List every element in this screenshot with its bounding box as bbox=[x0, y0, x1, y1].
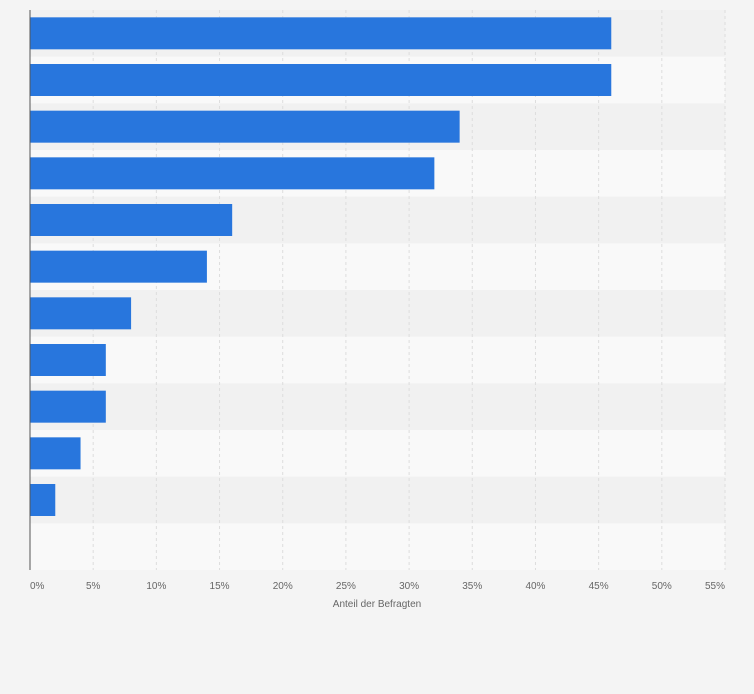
x-tick-label: 35% bbox=[462, 581, 482, 592]
row-band bbox=[30, 290, 725, 337]
bar bbox=[30, 64, 612, 96]
x-tick-label: 5% bbox=[86, 581, 101, 592]
x-axis-title: Anteil der Befragten bbox=[333, 599, 421, 610]
x-tick-label: 40% bbox=[525, 581, 545, 592]
x-tick-label: 30% bbox=[399, 581, 419, 592]
x-tick-label: 0% bbox=[30, 581, 45, 592]
bar bbox=[30, 204, 233, 236]
row-band bbox=[30, 476, 725, 524]
x-tick-label: 25% bbox=[336, 581, 356, 592]
bars bbox=[30, 17, 612, 516]
bar bbox=[30, 437, 81, 470]
x-tick-label: 55% bbox=[705, 581, 725, 592]
x-tick-label: 50% bbox=[652, 581, 672, 592]
x-tick-label: 20% bbox=[273, 581, 293, 592]
bar bbox=[30, 297, 132, 330]
x-tick-label: 10% bbox=[146, 581, 166, 592]
bar bbox=[30, 390, 106, 423]
bar bbox=[30, 157, 435, 190]
row-band bbox=[30, 383, 725, 430]
x-tick-labels: 0% 5% 10% 15% 20% 25% 30% 35% 40% 45% 50% 55% bbox=[30, 581, 725, 592]
x-tick-label: 45% bbox=[589, 581, 609, 592]
bar bbox=[30, 344, 106, 376]
bar bbox=[30, 250, 207, 283]
x-tick-label: 15% bbox=[210, 581, 230, 592]
bar bbox=[30, 17, 612, 50]
bar bbox=[30, 484, 56, 516]
bar bbox=[30, 110, 460, 143]
